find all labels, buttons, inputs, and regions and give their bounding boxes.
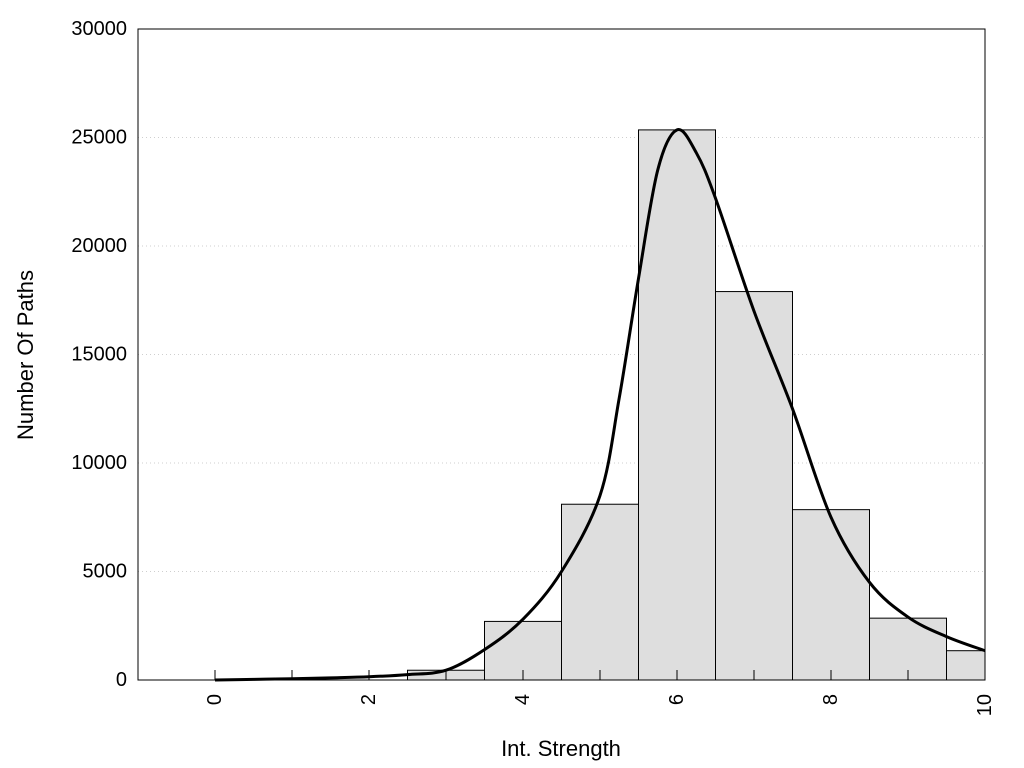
y-tick-label: 5000 — [83, 561, 128, 583]
y-tick-label: 10000 — [71, 452, 127, 474]
histogram-bar — [715, 291, 793, 681]
y-tick-label: 15000 — [71, 344, 127, 366]
x-tick-label: 2 — [358, 694, 380, 705]
x-axis-title: Int. Strength — [501, 736, 621, 761]
y-axis-title: Number Of Paths — [13, 270, 38, 440]
x-axis: 0 2 4 6 8 10 — [204, 670, 996, 716]
histogram-bar — [946, 650, 986, 681]
x-tick-label: 0 — [204, 694, 226, 705]
x-tick-label: 6 — [666, 694, 688, 705]
x-tick-label: 8 — [820, 694, 842, 705]
x-tick-label: 10 — [974, 694, 996, 716]
histogram-bars — [407, 129, 986, 681]
histogram-bar — [561, 503, 639, 681]
x-tick-label: 4 — [512, 694, 534, 705]
y-tick-label: 25000 — [71, 127, 127, 149]
histogram-bar — [869, 617, 947, 681]
plot-frame — [137, 28, 986, 681]
y-tick-label: 0 — [116, 669, 127, 691]
y-tick-label: 30000 — [71, 18, 127, 40]
histogram-bar — [792, 509, 870, 681]
density-curve — [214, 128, 986, 682]
y-tick-label: 20000 — [71, 235, 127, 257]
y-axis: 0 5000 10000 15000 20000 25000 30000 — [71, 18, 127, 691]
